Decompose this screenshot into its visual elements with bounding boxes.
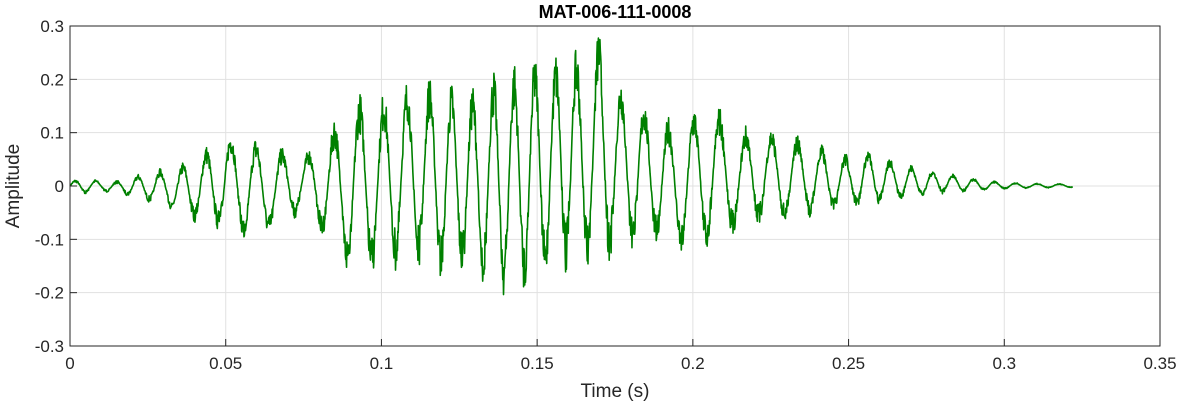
x-tick-label: 0 — [65, 354, 74, 373]
chart-title: MAT-006-111-0008 — [539, 2, 692, 22]
y-tick-label: 0.3 — [40, 17, 64, 36]
y-tick-label: 0 — [55, 177, 64, 196]
y-tick-label: -0.2 — [35, 284, 64, 303]
series-layer — [69, 37, 1074, 296]
x-tick-label: 0.1 — [370, 354, 394, 373]
y-axis-title: Amplitude — [3, 144, 24, 229]
x-tick-label: 0.25 — [832, 354, 865, 373]
y-tick-label: -0.3 — [35, 337, 64, 356]
x-tick-label: 0.3 — [992, 354, 1016, 373]
x-tick-label: 0.2 — [681, 354, 705, 373]
y-tick-label: -0.1 — [35, 230, 64, 249]
waveform-line — [69, 37, 1074, 296]
y-tick-label: 0.1 — [40, 124, 64, 143]
x-tick-label: 0.15 — [521, 354, 554, 373]
x-tick-label: 0.35 — [1143, 354, 1176, 373]
x-axis-ticks: 0 0.05 0.1 0.15 0.2 0.25 0.3 0.35 — [65, 339, 1177, 373]
y-tick-label: 0.2 — [40, 70, 64, 89]
x-axis-title: Time (s) — [581, 381, 650, 402]
x-tick-label: 0.05 — [209, 354, 242, 373]
y-axis-ticks: -0.3 -0.2 -0.1 0 0.1 0.2 0.3 — [35, 17, 77, 356]
